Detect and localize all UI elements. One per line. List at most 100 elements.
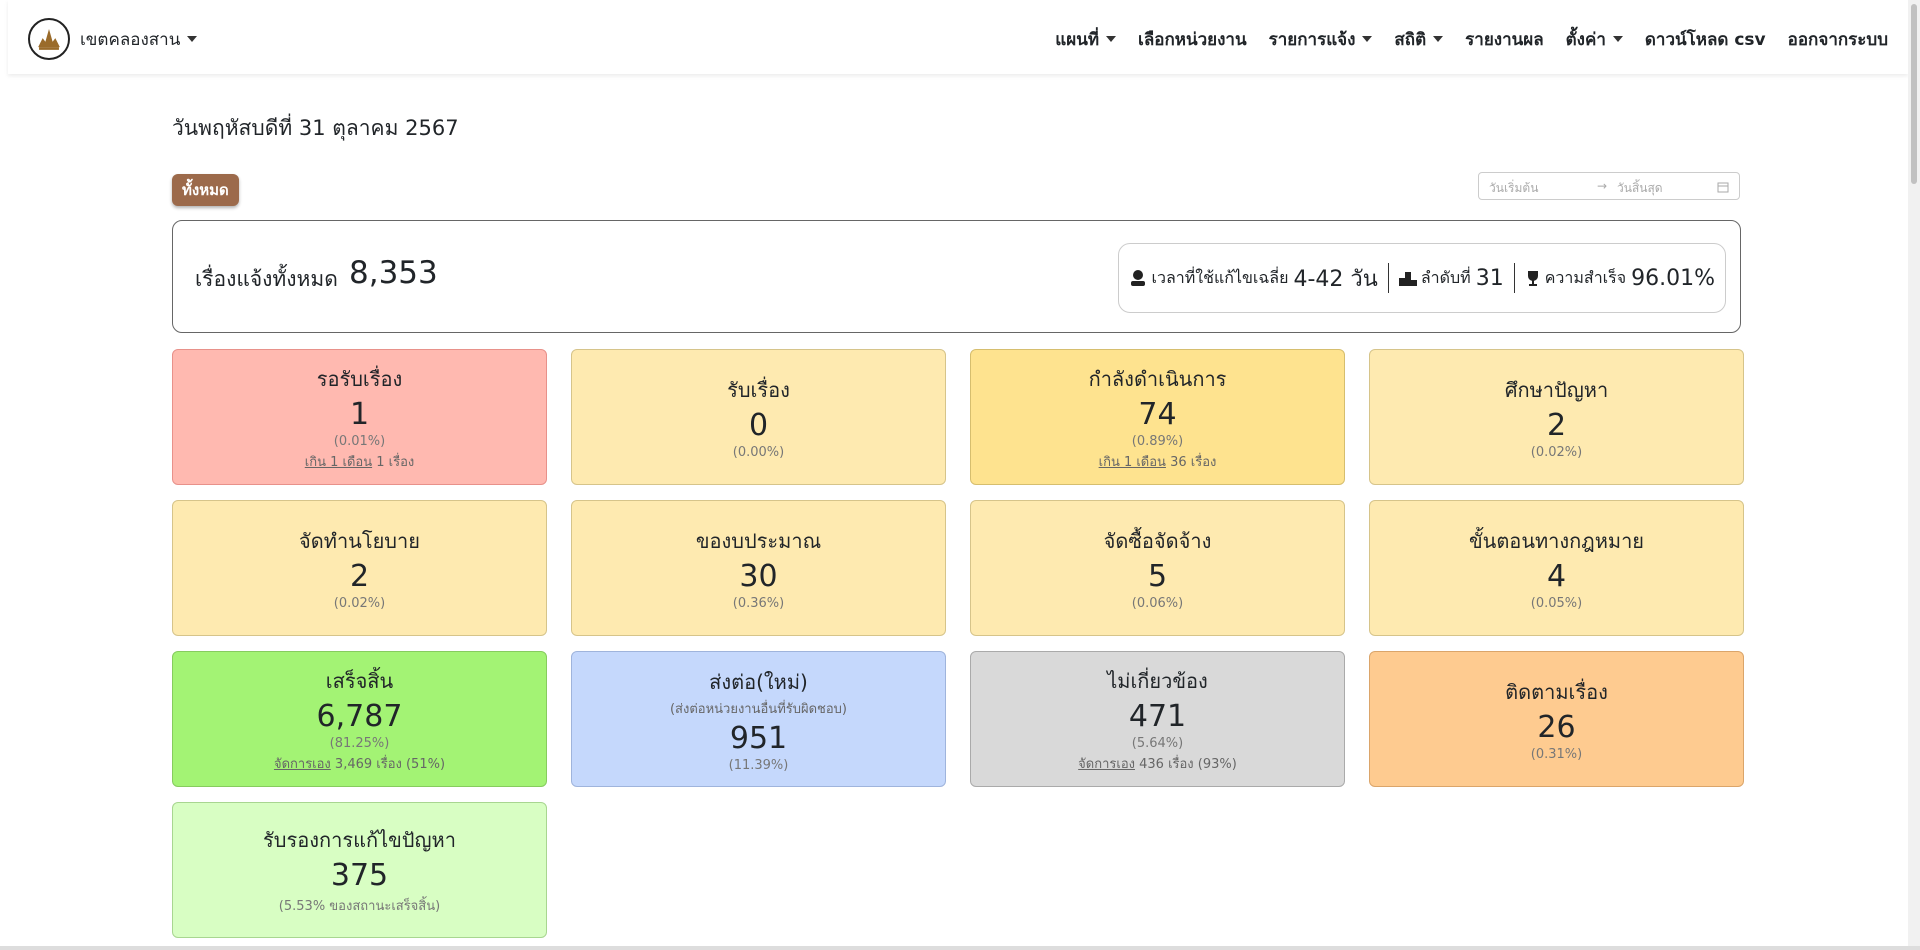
nav-item[interactable]: รายงานผล	[1465, 30, 1544, 50]
card-percent: (11.39%)	[728, 757, 789, 773]
card-title: ของบประมาณ	[695, 529, 822, 553]
note-text: 36 เรื่อง	[1170, 454, 1217, 470]
summary-box: เรื่องแจ้งทั้งหมด 8,353 เวลาที่ใช้แก้ไขเ…	[172, 220, 1741, 333]
card-title: ติดตามเรื่อง	[1505, 680, 1608, 704]
status-card[interactable]: ส่งต่อ(ใหม่) (ส่งต่อหน่วยงานอื่นที่รับผิด…	[571, 651, 946, 787]
stat-value: 31	[1475, 265, 1504, 291]
card-value: 4	[1546, 559, 1567, 594]
note-text: 1 เรื่อง	[376, 454, 415, 470]
note-link[interactable]: เกิน 1 เดือน	[1098, 454, 1166, 470]
summary-label: เรื่องแจ้งทั้งหมด	[195, 267, 338, 291]
scrollbar[interactable]	[1908, 0, 1920, 950]
card-value: 471	[1128, 698, 1187, 734]
stat-label: ลำดับที่	[1420, 267, 1471, 287]
status-card[interactable]: จัดทำนโยบาย 2 (0.02%)	[172, 500, 547, 636]
card-percent: (0.06%)	[1131, 596, 1184, 611]
card-percent: (0.31%)	[1530, 747, 1583, 762]
card-percent: (0.89%)	[1131, 433, 1184, 449]
card-title: กำลังดำเนินการ	[1088, 366, 1227, 391]
card-title: รับเรื่อง	[727, 378, 790, 402]
nav-item[interactable]: เลือกหน่วยงาน	[1138, 30, 1247, 50]
date-heading: วันพฤหัสบดีที่ 31 ตุลาคม 2567	[172, 116, 459, 140]
scroll-thumb[interactable]	[1911, 4, 1917, 184]
status-card[interactable]: ขั้นตอนทางกฎหมาย 4 (0.05%)	[1369, 500, 1744, 636]
summary-value: 8,353	[349, 255, 438, 291]
logo[interactable]	[28, 18, 70, 60]
card-percent: (0.05%)	[1530, 596, 1583, 611]
card-title: ไม่เกี่ยวข้อง	[1107, 668, 1208, 693]
nav-item[interactable]: ดาวน์โหลด csv	[1644, 30, 1766, 50]
note-text: 3,469 เรื่อง (51%)	[334, 756, 446, 772]
nav-item[interactable]: สถิติ	[1394, 26, 1443, 53]
card-value: 74	[1138, 396, 1177, 432]
card-percent: (5.53% ของสถานะเสร็จสิ้น)	[278, 899, 441, 914]
card-value: 5	[1147, 559, 1168, 594]
nav-item[interactable]: ตั้งค่า	[1566, 26, 1623, 53]
card-title: จัดทำนโยบาย	[299, 529, 420, 553]
note-link[interactable]: จัดการเอง	[273, 756, 331, 772]
card-percent: (0.02%)	[333, 596, 386, 611]
brand[interactable]: เขตคลองสาน	[80, 26, 197, 53]
start-placeholder: วันเริ่มต้น	[1489, 181, 1539, 195]
status-card[interactable]: รับรองการแก้ไขปัญหา 375 (5.53% ของสถานะเสร…	[172, 802, 547, 938]
card-title: รอรับเรื่อง	[316, 366, 403, 391]
card-title: เสร็จสิ้น	[325, 668, 394, 693]
card-percent: (0.36%)	[732, 596, 785, 611]
card-value: 375	[330, 858, 389, 893]
stat-label: ความสำเร็จ	[1544, 267, 1627, 287]
separator	[1513, 263, 1515, 293]
menu: แผนที่ เลือกหน่วยงาน รายการแจ้ง สถิติ รายงาน…	[1055, 26, 1888, 53]
status-card[interactable]: ติดตามเรื่อง 26 (0.31%)	[1369, 651, 1744, 787]
card-title: จัดซื้อจัดจ้าง	[1103, 529, 1212, 553]
filter-badge[interactable]: ทั้งหมด	[172, 174, 239, 206]
rank-icon	[1398, 272, 1417, 286]
card-value: 26	[1537, 710, 1576, 745]
arrow: →	[1597, 179, 1608, 193]
status-card[interactable]: ของบประมาณ 30 (0.36%)	[571, 500, 946, 636]
note-link[interactable]: เกิน 1 เดือน	[304, 454, 373, 470]
trophy-icon	[1527, 271, 1538, 286]
note-link[interactable]: จัดการเอง	[1078, 756, 1135, 772]
card-value: 2	[1546, 408, 1567, 443]
status-card[interactable]: จัดซื้อจัดจ้าง 5 (0.06%)	[970, 500, 1345, 636]
status-card[interactable]: กำลังดำเนินการ 74 (0.89%) เกิน 1 เดือน 36 เ…	[970, 349, 1345, 485]
card-title: รับรองการแก้ไขปัญหา	[263, 828, 456, 852]
stat-value: 4-42 วัน	[1293, 266, 1378, 292]
card-title: ส่งต่อ(ใหม่)	[709, 669, 808, 694]
note-text: 436 เรื่อง (93%)	[1139, 756, 1237, 772]
stats-pill: เวลาที่ใช้แก้ไขเฉลี่ย 4-42 วัน ลำดับที่ 31…	[1118, 243, 1726, 313]
card-value: 30	[739, 559, 778, 594]
card-note: เกิน 1 เดือน 1 เรื่อง	[305, 451, 414, 472]
status-card[interactable]: ศึกษาปัญหา 2 (0.02%)	[1369, 349, 1744, 485]
nav-item[interactable]: แผนที่	[1055, 26, 1116, 53]
status-card[interactable]: เสร็จสิ้น 6,787 (81.25%) จัดการเอง 3,469 เร…	[172, 651, 547, 787]
card-title: ศึกษาปัญหา	[1504, 378, 1609, 402]
separator	[1387, 263, 1389, 293]
card-percent: (0.00%)	[732, 445, 785, 460]
card-subtitle: (ส่งต่อหน่วยงานอื่นที่รับผิดชอบ)	[669, 701, 848, 717]
card-percent: (81.25%)	[329, 735, 390, 751]
scrollbar-horizontal	[0, 946, 1920, 950]
nav-item[interactable]: รายการแจ้ง	[1269, 26, 1373, 53]
card-value: 1	[349, 396, 370, 432]
stat-label: เวลาที่ใช้แก้ไขเฉลี่ย	[1151, 267, 1289, 287]
time-icon	[1131, 270, 1146, 286]
status-card[interactable]: รับเรื่อง 0 (0.00%)	[571, 349, 946, 485]
card-value: 2	[349, 559, 370, 594]
card-note: จัดการเอง 436 เรื่อง (93%)	[1078, 753, 1237, 774]
stat-value: 96.01%	[1631, 265, 1715, 291]
status-card[interactable]: รอรับเรื่อง 1 (0.01%) เกิน 1 เดือน 1 เรื่อง	[172, 349, 547, 485]
card-percent: (5.64%)	[1131, 735, 1184, 751]
card-percent: (0.02%)	[1530, 445, 1583, 460]
card-value: 6,787	[316, 698, 403, 734]
card-note: เกิน 1 เดือน 36 เรื่อง	[1099, 451, 1217, 472]
card-percent: (0.01%)	[333, 433, 386, 449]
nav-item[interactable]: ออกจากระบบ	[1787, 30, 1888, 50]
card-value: 0	[748, 408, 769, 443]
calendar-icon	[1717, 182, 1729, 193]
status-card[interactable]: ไม่เกี่ยวข้อง 471 (5.64%) จัดการเอง 436 เรื…	[970, 651, 1345, 787]
date-range[interactable]: วันเริ่มต้น → วันสิ้นสุด	[1478, 172, 1740, 200]
card-note: จัดการเอง 3,469 เรื่อง (51%)	[274, 753, 445, 774]
